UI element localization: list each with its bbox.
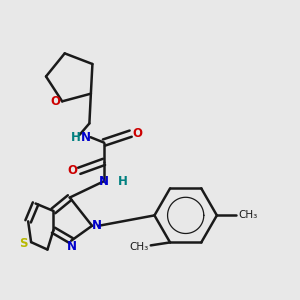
Text: N: N bbox=[92, 219, 101, 232]
Text: O: O bbox=[68, 164, 78, 177]
Text: O: O bbox=[51, 95, 61, 108]
Text: N: N bbox=[99, 175, 109, 188]
Text: S: S bbox=[20, 237, 28, 250]
Text: N: N bbox=[81, 131, 91, 144]
Text: CH₃: CH₃ bbox=[238, 210, 258, 220]
Text: H: H bbox=[118, 175, 128, 188]
Text: N: N bbox=[67, 240, 77, 253]
Text: H: H bbox=[71, 131, 81, 144]
Text: O: O bbox=[132, 127, 142, 140]
Text: CH₃: CH₃ bbox=[129, 242, 148, 252]
